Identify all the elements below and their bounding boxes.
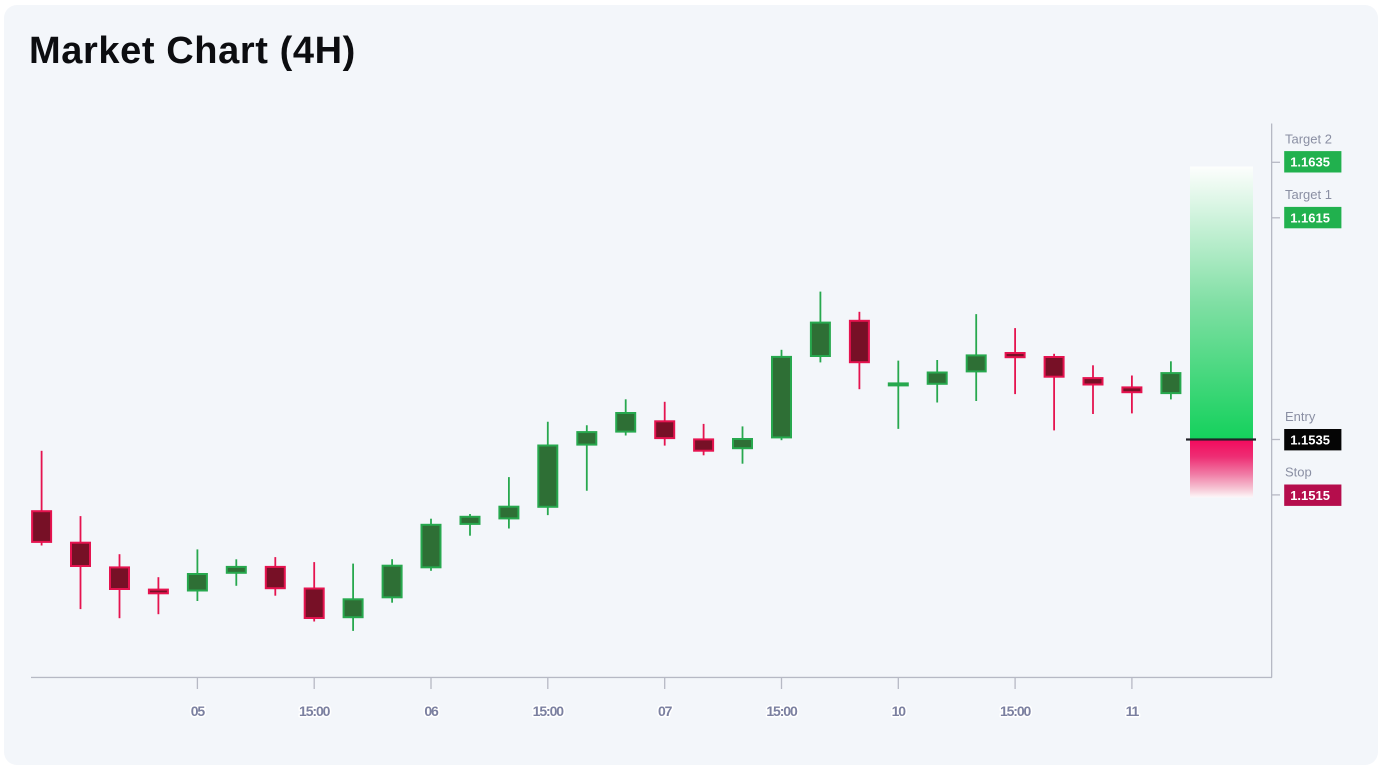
svg-text:10: 10	[892, 703, 907, 719]
svg-text:15:00: 15:00	[766, 703, 798, 719]
svg-text:15:00: 15:00	[299, 703, 331, 719]
svg-text:07: 07	[658, 703, 673, 719]
svg-text:1.1635: 1.1635	[1290, 155, 1330, 170]
svg-text:05: 05	[191, 703, 206, 719]
svg-text:06: 06	[424, 703, 439, 719]
svg-text:11: 11	[1126, 703, 1140, 719]
svg-text:Target 2: Target 2	[1285, 131, 1332, 146]
svg-text:Entry: Entry	[1285, 409, 1316, 424]
svg-text:15:00: 15:00	[1000, 703, 1032, 719]
svg-text:Stop: Stop	[1285, 465, 1312, 480]
svg-text:15:00: 15:00	[533, 703, 565, 719]
svg-text:1.1515: 1.1515	[1290, 488, 1330, 503]
svg-text:1.1535: 1.1535	[1290, 432, 1330, 447]
svg-text:1.1615: 1.1615	[1290, 210, 1330, 225]
svg-text:Target 1: Target 1	[1285, 187, 1332, 202]
